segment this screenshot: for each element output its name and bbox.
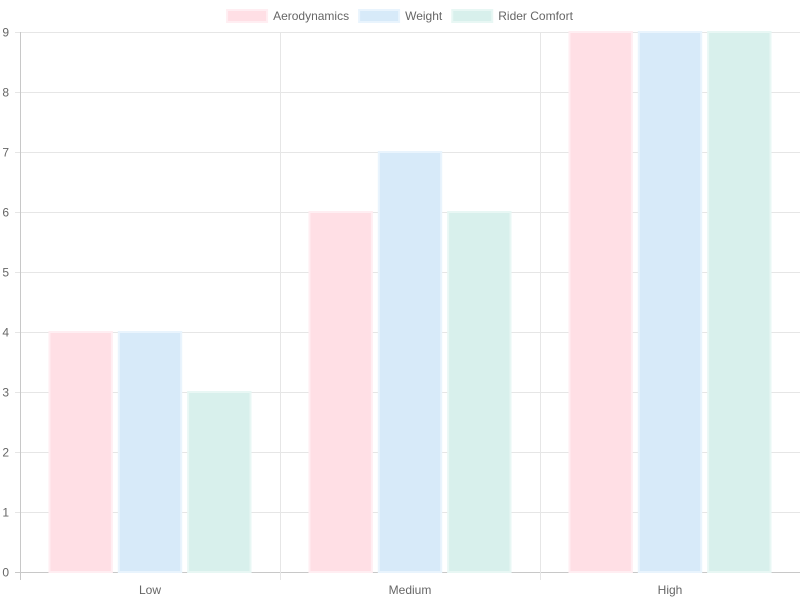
bar-weight-medium[interactable] [377,151,443,573]
bar-aerodynamics-high[interactable] [568,31,633,573]
axes-layer: 0 1 2 3 4 5 6 7 8 9 Low Medium High [2,26,682,598]
legend-label: Aerodynamics [273,9,349,23]
bar-weight-low[interactable] [117,331,183,573]
legend-item-aerodynamics[interactable]: Aerodynamics [226,9,349,23]
bar-weight-high[interactable] [637,31,703,573]
legend-label: Weight [405,9,443,23]
legend-swatch [358,9,401,23]
legend-swatch [451,9,494,23]
legend-swatch [226,9,269,23]
y-tick-label: 9 [2,26,9,40]
y-tick-label: 3 [2,386,9,400]
bars-layer [48,31,772,573]
x-tick-label: Low [139,583,161,597]
legend-item-weight[interactable]: Weight [358,9,443,23]
bar-rider-comfort-high[interactable] [707,31,772,573]
bar-aerodynamics-medium[interactable] [308,211,373,573]
y-tick-label: 0 [2,566,9,580]
bar-aerodynamics-low[interactable] [48,331,113,573]
y-tick-label: 5 [2,266,9,280]
y-tick-label: 8 [2,86,9,100]
y-tick-label: 6 [2,206,9,220]
y-tick-label: 7 [2,146,9,160]
legend[interactable]: Aerodynamics Weight Rider Comfort [226,9,574,23]
x-tick-label: High [658,583,683,597]
bar-rider-comfort-medium[interactable] [447,211,512,573]
y-tick-label: 4 [2,326,9,340]
legend-label: Rider Comfort [498,9,573,23]
legend-item-rider-comfort[interactable]: Rider Comfort [451,9,574,23]
y-tick-label: 1 [2,506,9,520]
bar-rider-comfort-low[interactable] [187,391,252,573]
y-tick-label: 2 [2,446,9,460]
x-tick-label: Medium [389,583,432,597]
